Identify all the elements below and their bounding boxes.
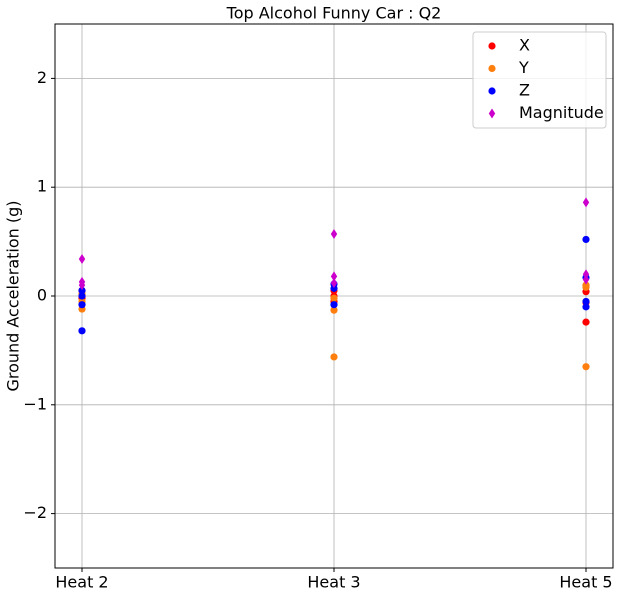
legend-marker xyxy=(488,87,496,95)
legend-label: X xyxy=(519,36,530,55)
data-point xyxy=(78,254,86,265)
data-point xyxy=(582,297,590,306)
data-point xyxy=(330,228,338,239)
data-point xyxy=(78,301,86,309)
data-point xyxy=(78,280,86,291)
legend-marker xyxy=(488,42,496,50)
data-point xyxy=(582,235,590,244)
data-point xyxy=(582,274,590,285)
x-tick-label: Heat 2 xyxy=(55,573,108,592)
legend-box xyxy=(472,31,607,129)
legend-label: Magnitude xyxy=(519,103,604,122)
data-point xyxy=(330,306,338,314)
data-point xyxy=(330,353,338,361)
x-tick-label: Heat 3 xyxy=(307,573,360,592)
data-point xyxy=(582,197,590,208)
y-tick-label: 1 xyxy=(37,177,47,196)
data-point xyxy=(582,281,590,289)
x-tick-label: Heat 5 xyxy=(559,573,612,592)
legend-label: Y xyxy=(518,58,529,77)
data-point xyxy=(330,277,338,288)
data-point xyxy=(330,301,338,309)
legend-label: Z xyxy=(519,81,530,100)
chart-title: Top Alcohol Funny Car : Q2 xyxy=(226,4,442,23)
data-point xyxy=(78,327,86,335)
plot-frame xyxy=(54,23,614,569)
y-tick-label: −1 xyxy=(23,394,47,413)
legend-marker xyxy=(488,64,496,73)
data-point xyxy=(330,294,338,302)
data-point xyxy=(330,271,338,282)
y-axis-label: Ground Acceleration (g) xyxy=(4,200,23,391)
data-point xyxy=(582,318,590,326)
data-point xyxy=(330,284,338,292)
data-point xyxy=(582,269,590,280)
y-tick-label: 0 xyxy=(37,286,47,305)
data-point xyxy=(582,303,590,311)
data-point xyxy=(582,363,590,371)
data-point xyxy=(78,292,86,300)
y-tick-label: −2 xyxy=(23,503,47,522)
legend-marker xyxy=(488,108,496,119)
data-point xyxy=(78,286,86,295)
y-tick-label: 2 xyxy=(37,68,47,87)
legend: XYZ Magnitude xyxy=(472,31,607,129)
